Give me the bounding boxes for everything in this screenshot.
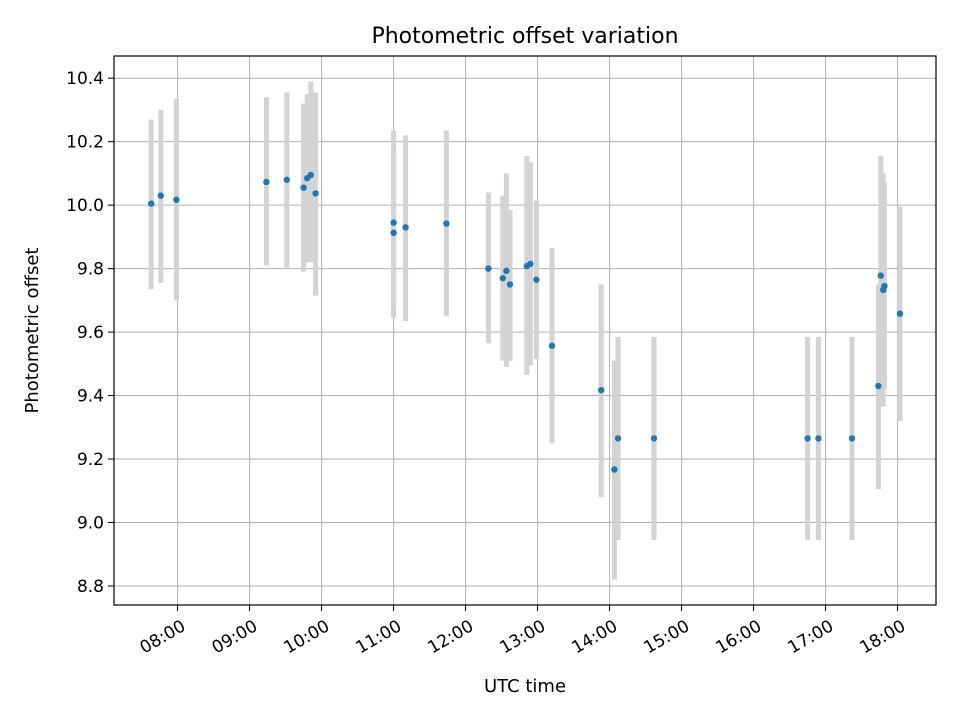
data-point xyxy=(312,190,319,197)
data-point xyxy=(527,260,534,268)
y-tick-label: 9.8 xyxy=(77,260,104,280)
y-tick-label: 9.4 xyxy=(77,387,104,407)
y-axis-label: Photometric offset xyxy=(22,248,43,414)
data-point xyxy=(598,386,605,394)
data-point xyxy=(848,435,856,442)
data-point xyxy=(173,196,180,203)
data-point xyxy=(148,200,155,207)
data-point xyxy=(815,435,822,442)
chart-title: Photometric offset variation xyxy=(371,24,678,49)
data-point xyxy=(650,435,658,442)
y-tick-label: 9.2 xyxy=(77,450,104,470)
data-point xyxy=(499,274,506,282)
y-tick-label: 10.2 xyxy=(66,133,104,153)
plot-frame xyxy=(113,55,937,606)
data-point xyxy=(390,229,397,236)
data-point xyxy=(875,382,882,390)
data-point xyxy=(307,171,314,179)
y-tick-label: 9.6 xyxy=(77,323,104,343)
data-point xyxy=(263,178,270,186)
data-point xyxy=(533,276,540,283)
data-point xyxy=(548,342,556,349)
data-point xyxy=(485,265,492,272)
data-point xyxy=(804,435,811,442)
y-tick-label: 10.0 xyxy=(66,196,104,216)
data-point xyxy=(402,224,409,231)
point-layer xyxy=(148,171,904,473)
data-point xyxy=(614,435,622,442)
x-axis-label: UTC time xyxy=(484,676,566,697)
data-point xyxy=(283,176,290,183)
y-tick-label: 10.4 xyxy=(66,69,104,89)
data-point xyxy=(881,282,888,290)
data-point xyxy=(157,192,164,199)
data-point xyxy=(506,281,514,288)
data-point xyxy=(503,267,510,275)
y-tick-label: 9.0 xyxy=(77,513,104,533)
y-tick-label: 8.8 xyxy=(77,577,104,597)
data-point xyxy=(300,184,307,191)
data-point xyxy=(877,272,884,279)
data-point xyxy=(896,310,904,317)
data-point xyxy=(611,466,618,473)
data-point xyxy=(390,219,397,226)
data-point xyxy=(443,220,450,227)
